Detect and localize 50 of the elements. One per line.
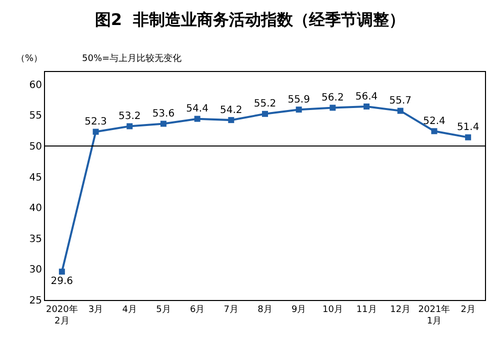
x-tick-label: 10月: [322, 304, 343, 315]
x-tick-label: 4月: [122, 304, 137, 315]
data-label: 53.2: [118, 110, 141, 122]
point: [465, 134, 472, 140]
point: [58, 268, 65, 275]
data-label: 53.6: [152, 108, 175, 120]
x-tick-label: 2020年 2月: [46, 304, 78, 326]
y-tick-label: 50: [29, 141, 42, 152]
data-label: 55.9: [288, 94, 310, 106]
point: [92, 128, 99, 135]
y-tick-label: 25: [29, 296, 42, 306]
point: [330, 104, 336, 111]
x-tick-label: 2月: [460, 304, 476, 315]
point: [160, 120, 166, 127]
data-label: 52.4: [423, 116, 446, 127]
data-label: 51.4: [456, 122, 480, 134]
x-tick-label: 11月: [356, 304, 377, 315]
text: （%）: [16, 54, 43, 64]
data-label: 54.2: [220, 104, 242, 116]
point: [364, 104, 370, 110]
y-tick-label: 30: [29, 264, 42, 276]
y-tick-label: 45: [29, 172, 42, 184]
x-tick-label: 3月: [88, 304, 104, 315]
x-tick-label: 2021年 1月: [418, 304, 450, 326]
data-label: 56.4: [355, 91, 378, 102]
text: 50%=与上月比较无变化: [82, 53, 182, 64]
x-tick-label: 5月: [156, 304, 171, 315]
chart-title: 图2 非制造业商务活动指数（经季节调整）: [94, 10, 406, 30]
data-label: 56.2: [322, 92, 344, 104]
data-label: 55.2: [254, 98, 276, 110]
point: [126, 123, 133, 130]
y-tick-label: 35: [29, 234, 42, 245]
point: [431, 128, 438, 134]
data-label: 54.4: [186, 104, 208, 115]
y-tick-label: 55: [29, 110, 42, 122]
x-tick-label: 6月: [190, 304, 205, 315]
point: [397, 108, 404, 114]
y-tick-label: 60: [29, 80, 42, 91]
point: [262, 110, 268, 117]
x-tick-label: 9月: [291, 304, 306, 315]
x-tick-label: 8月: [258, 304, 272, 315]
point: [228, 117, 234, 124]
x-tick-label: 7月: [224, 304, 239, 315]
data-label: 52.3: [84, 116, 107, 128]
data-label: 29.6: [50, 276, 74, 287]
data-label: 55.7: [389, 96, 412, 107]
x-tick-label: 12月: [390, 304, 411, 315]
y-tick-label: 40: [29, 203, 42, 214]
point: [296, 106, 302, 113]
point: [194, 116, 200, 122]
